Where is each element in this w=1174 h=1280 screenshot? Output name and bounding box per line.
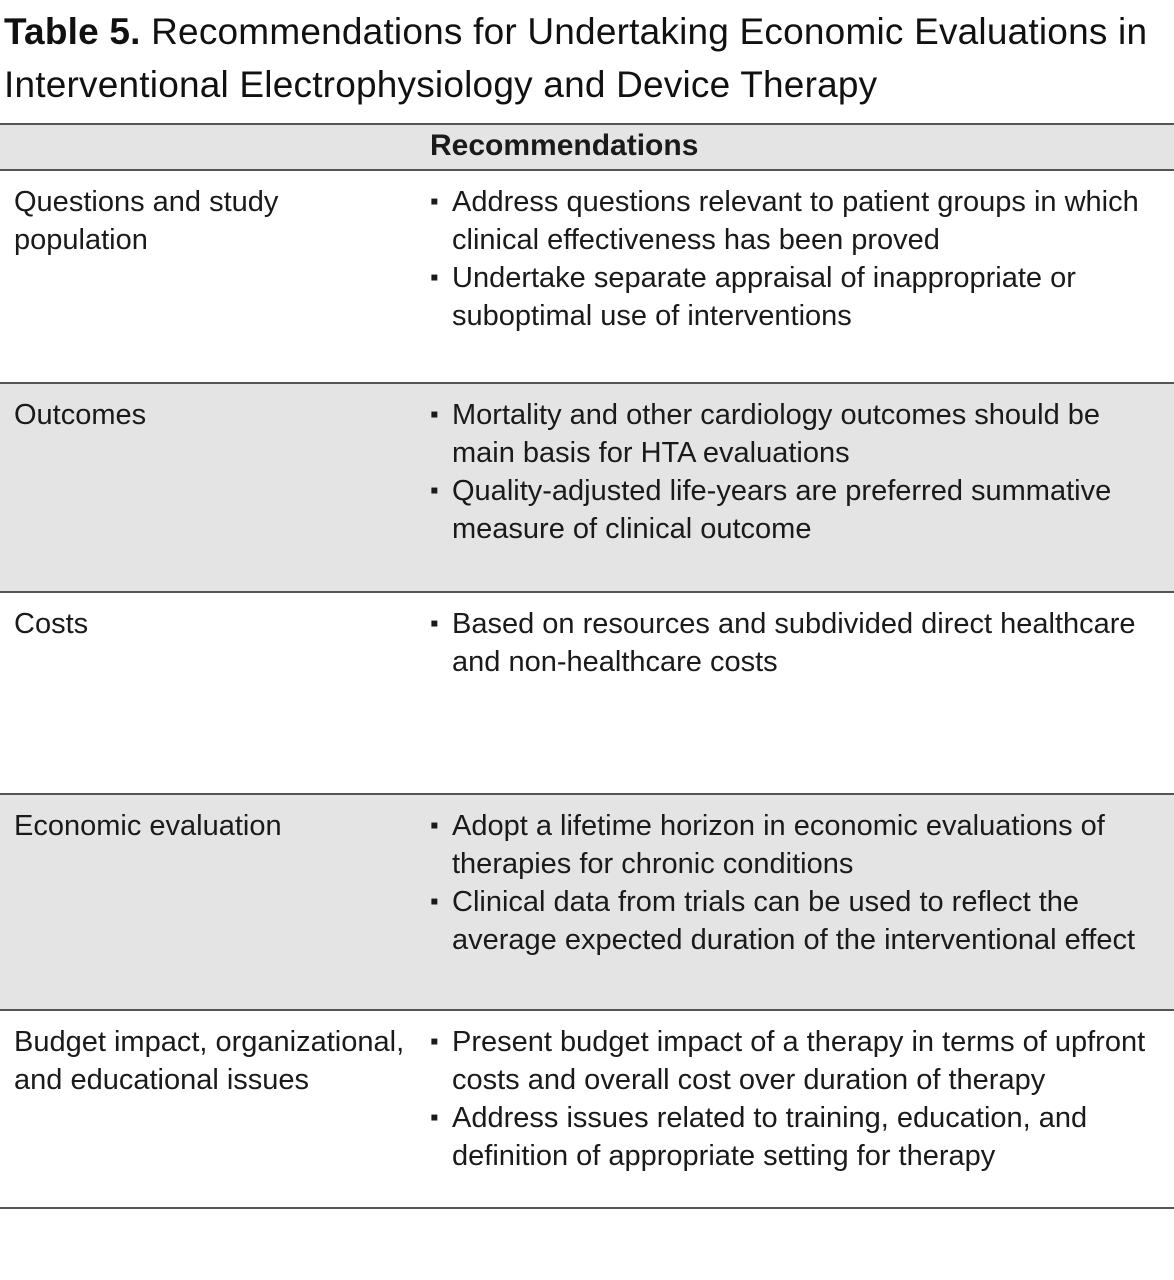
bullet-icon: ▪: [430, 1028, 439, 1056]
row-label: Questions and study population: [14, 186, 279, 257]
bullet-icon: ▪: [430, 477, 439, 505]
row-content: ▪ Adopt a lifetime horizon in economic e…: [420, 795, 1174, 1009]
bullet-text: Based on resources and subdivided direct…: [452, 608, 1136, 679]
table-row: Budget impact, organizational, and educa…: [0, 1011, 1174, 1210]
row-label: Budget impact, organizational, and educa…: [14, 1026, 405, 1097]
table-row: Questions and study population ▪ Address…: [0, 171, 1174, 385]
table-number-label: Table 5.: [4, 11, 141, 52]
row-label: Outcomes: [14, 399, 147, 432]
row-content: ▪ Address questions relevant to patient …: [420, 171, 1174, 382]
bullet-icon: ▪: [430, 401, 439, 429]
bullet-text: Address questions relevant to patient gr…: [452, 186, 1139, 257]
list-item: ▪ Mortality and other cardiology outcome…: [430, 396, 1166, 472]
bullet-text: Undertake separate appraisal of inapprop…: [452, 262, 1076, 333]
bullet-icon: ▪: [430, 812, 439, 840]
header-col-recommendations: Recommendations: [430, 129, 699, 163]
table-row: Costs ▪ Based on resources and subdivide…: [0, 593, 1174, 796]
list-item: ▪ Address questions relevant to patient …: [430, 183, 1166, 259]
table-title: Table 5. Recommendations for Undertaking…: [0, 0, 1174, 123]
row-content: ▪ Mortality and other cardiology outcome…: [420, 384, 1174, 591]
bullet-text: Address issues related to training, educ…: [452, 1102, 1088, 1173]
list-item: ▪ Undertake separate appraisal of inappr…: [430, 259, 1166, 335]
table-row: Economic evaluation ▪ Adopt a lifetime h…: [0, 795, 1174, 1012]
bullet-text: Quality-adjusted life-years are preferre…: [452, 475, 1112, 546]
list-item: ▪ Adopt a lifetime horizon in economic e…: [430, 807, 1166, 883]
list-item: ▪ Address issues related to training, ed…: [430, 1099, 1166, 1175]
row-content: ▪ Based on resources and subdivided dire…: [420, 593, 1174, 793]
row-label: Economic evaluation: [14, 810, 282, 843]
list-item: ▪ Quality-adjusted life-years are prefer…: [430, 472, 1166, 548]
bullet-text: Adopt a lifetime horizon in economic eva…: [452, 810, 1105, 881]
list-item: ▪ Clinical data from trials can be used …: [430, 883, 1166, 959]
bullet-icon: ▪: [430, 610, 439, 638]
table-title-text: Recommendations for Undertaking Economic…: [4, 11, 1148, 105]
page: Table 5. Recommendations for Undertaking…: [0, 0, 1174, 1210]
list-item: ▪ Based on resources and subdivided dire…: [430, 605, 1166, 681]
bullet-icon: ▪: [430, 264, 439, 292]
bullet-text: Mortality and other cardiology outcomes …: [452, 399, 1101, 470]
row-content: ▪ Present budget impact of a therapy in …: [420, 1011, 1174, 1207]
header-col-empty: [0, 142, 420, 152]
row-label: Costs: [14, 608, 89, 641]
bullet-text: Present budget impact of a therapy in te…: [452, 1026, 1146, 1097]
bullet-icon: ▪: [430, 888, 439, 916]
bullet-icon: ▪: [430, 188, 439, 216]
table-row: Outcomes ▪ Mortality and other cardiolog…: [0, 384, 1174, 594]
bullet-icon: ▪: [430, 1104, 439, 1132]
recommendations-table: Recommendations Questions and study popu…: [0, 123, 1174, 1210]
table-header-row: Recommendations: [0, 125, 1174, 172]
list-item: ▪ Present budget impact of a therapy in …: [430, 1023, 1166, 1099]
bullet-text: Clinical data from trials can be used to…: [452, 886, 1136, 957]
